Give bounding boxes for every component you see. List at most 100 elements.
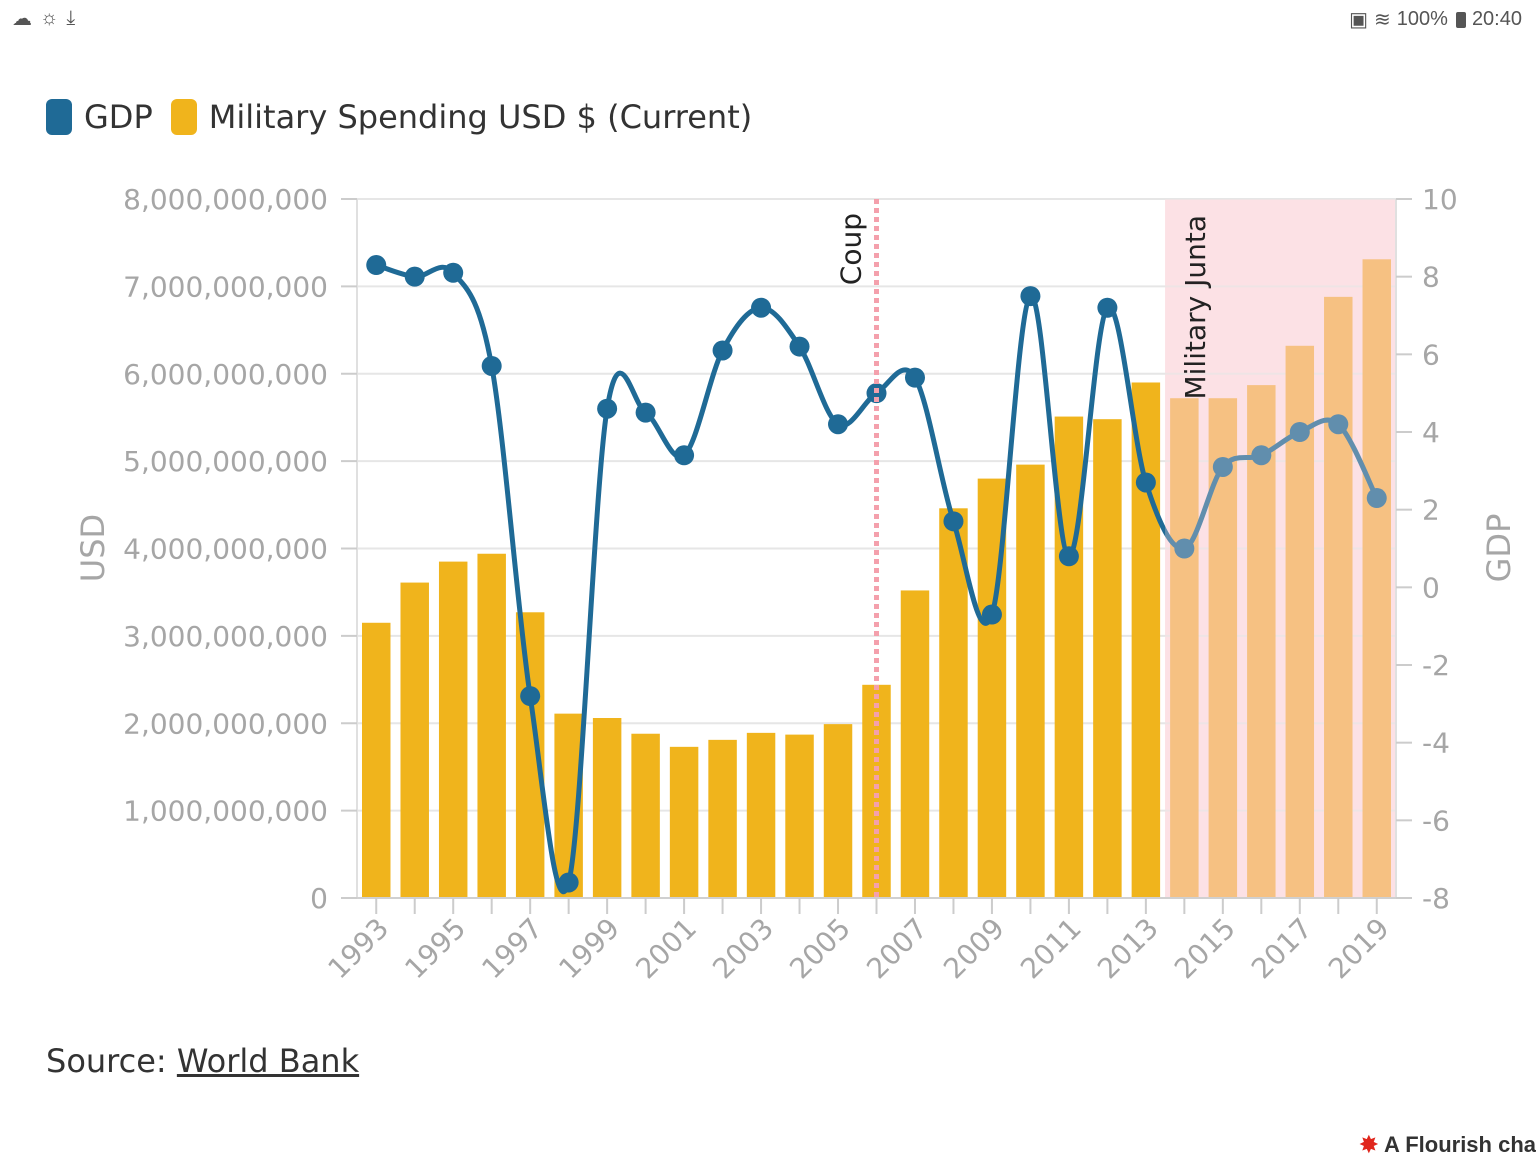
bar-2003	[746, 732, 776, 898]
gdp-point-2000	[635, 402, 656, 423]
gdp-point-2012	[1097, 297, 1118, 318]
junta-label: Military Junta	[1179, 215, 1212, 400]
junta-line-wash	[1165, 199, 1396, 898]
bar-2019	[1362, 259, 1391, 898]
gdp-point-2011	[1058, 546, 1079, 567]
legend-label-military-spending: Military Spending USD $ (Current)	[208, 98, 753, 136]
bar-2007	[900, 590, 930, 898]
gdp-point-2004	[789, 336, 810, 357]
gdp-point-2001	[674, 445, 695, 466]
bar-2004	[785, 734, 814, 898]
x-tick-label: 1995	[398, 912, 472, 986]
status-icons-left: ☁ ☼ ⤓	[12, 6, 75, 31]
y-tick-label: 1,000,000,000	[123, 795, 328, 828]
legend-swatch-military-spending	[170, 99, 197, 135]
chart: 0 1,000,000,000 2,000,000,000 3,000,000,000…	[74, 183, 1518, 986]
y-tick-label: 4,000,000,000	[123, 533, 328, 566]
bar-1999	[592, 718, 622, 898]
gdp-point-2014	[1174, 538, 1195, 559]
junta-overlay	[1165, 199, 1396, 898]
y-right-tick-label: 2	[1422, 494, 1440, 527]
flourish-logo-icon: ✸	[1359, 1132, 1379, 1157]
bar-2001	[669, 746, 699, 898]
source-link[interactable]: World Bank	[176, 1042, 360, 1080]
gdp-point-2016	[1251, 445, 1272, 466]
battery-icon	[1455, 11, 1466, 28]
bar-2016	[1247, 385, 1276, 898]
x-tick-label: 2011	[1014, 912, 1088, 986]
x-tick-label: 1999	[552, 912, 626, 986]
battery-level: 100%	[1396, 8, 1448, 30]
gdp-point-1995	[443, 262, 464, 283]
wifi-icon: ≋	[1374, 9, 1391, 31]
y-tick-label: 6,000,000,000	[123, 358, 328, 391]
gdp-line	[375, 262, 1379, 895]
bar-2013	[1131, 382, 1161, 898]
y-tick-label: 5,000,000,000	[123, 445, 328, 478]
gdp-point-2008	[943, 511, 964, 532]
bar-1994	[400, 582, 429, 898]
legend-label-gdp: GDP	[84, 98, 153, 136]
y-right-tick-label: 4	[1422, 416, 1440, 449]
x-tick-label: 2003	[706, 912, 780, 986]
y-right-tick-label: 8	[1422, 261, 1440, 294]
y-right-tick-label: 6	[1422, 338, 1440, 371]
clock: 20:40	[1471, 8, 1522, 30]
x-tick-label: 1993	[321, 912, 395, 986]
gdp-point-2006	[866, 383, 887, 404]
y-tick-label: 2,000,000,000	[123, 707, 328, 740]
y-tick-label: 0	[310, 882, 328, 915]
y-right-tick-label: 10	[1422, 183, 1458, 216]
lock-icon: ▣	[1349, 9, 1369, 31]
gdp-point-2010	[1020, 286, 1041, 307]
flourish-credit-text: A Flourish cha	[1384, 1132, 1536, 1157]
y-axis-title: USD	[74, 514, 112, 582]
bar-2002	[708, 739, 737, 898]
source-prefix: Source:	[46, 1042, 177, 1080]
download-icon: ⤓	[66, 7, 76, 29]
bar-2010	[1016, 464, 1045, 898]
y-right-tick-label: 0	[1422, 571, 1440, 604]
bar-2000	[631, 733, 660, 898]
y-tick-label: 8,000,000,000	[123, 183, 328, 216]
x-tick-label: 2017	[1245, 912, 1319, 986]
gdp-point-2005	[828, 414, 849, 435]
gdp-point-2013	[1135, 472, 1156, 493]
x-tick-label: 2007	[860, 912, 934, 986]
chart-legend: GDP Military Spending USD $ (Current)	[46, 98, 770, 136]
y-right-tick-label: -2	[1422, 649, 1450, 682]
bar-1996	[477, 553, 506, 898]
x-tick-label: 2009	[937, 912, 1011, 986]
y-right-tick-label: -4	[1422, 727, 1450, 760]
x-tick-label: 1997	[475, 912, 549, 986]
gdp-point-1999	[597, 398, 618, 419]
x-tick-label: 2013	[1091, 912, 1165, 986]
coup-label: Coup	[835, 213, 868, 285]
gdp-point-2019	[1366, 488, 1387, 509]
weather-icon: ☼	[40, 7, 59, 29]
status-bar: ☁ ☼ ⤓ ▣ ≋ 100% 20:40	[0, 0, 1536, 40]
legend-item-military-spending[interactable]: Military Spending USD $ (Current)	[170, 98, 753, 136]
bar-2018	[1324, 296, 1353, 898]
gdp-point-2017	[1289, 422, 1310, 442]
legend-swatch-gdp	[46, 99, 72, 135]
status-icons-right: ▣ ≋ 100% 20:40	[1349, 7, 1522, 32]
legend-item-gdp[interactable]: GDP	[46, 98, 153, 136]
y-tick-label: 7,000,000,000	[123, 270, 328, 303]
gdp-point-1996	[481, 355, 502, 376]
flourish-credit[interactable]: ✸ A Flourish cha	[1360, 1132, 1536, 1158]
y-right-tick-label: -6	[1422, 804, 1450, 837]
x-tick-label: 2001	[629, 912, 703, 986]
bar-2006	[862, 684, 891, 898]
x-tick-label: 2015	[1168, 912, 1242, 986]
bar-2014	[1170, 398, 1199, 898]
gdp-point-2009	[981, 604, 1002, 625]
gdp-point-1993	[366, 255, 387, 276]
y-right-axis-title: GDP	[1480, 514, 1518, 583]
gdp-point-1998	[558, 872, 579, 893]
gdp-point-2007	[904, 367, 925, 388]
y-tick-label: 3,000,000,000	[123, 620, 328, 653]
bar-2012	[1093, 419, 1122, 898]
source-note: Source: World Bank	[46, 1042, 359, 1080]
cloud-icon: ☁	[12, 8, 32, 30]
